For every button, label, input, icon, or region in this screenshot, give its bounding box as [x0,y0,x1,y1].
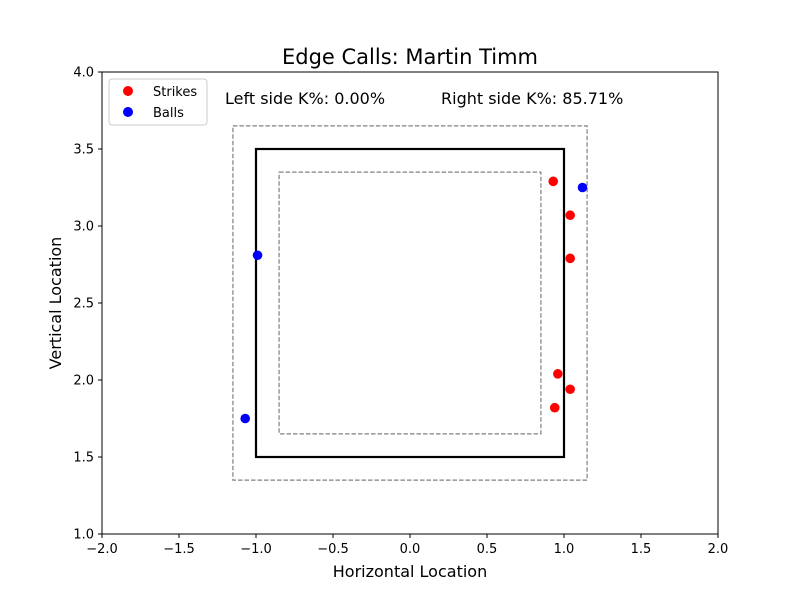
zones-layer [232,125,588,481]
y-tick-label-6: 4.0 [73,66,94,81]
inner-edge-zone [278,171,542,435]
x-axis-label: Horizontal Location [333,562,487,581]
x-tick-label-0: −2.0 [86,542,118,557]
left-side-k-annotation: Left side K%: 0.00% [225,89,385,108]
legend-marker-balls [123,107,133,117]
legend-box [108,78,208,126]
legend-label-balls: Balls [153,106,184,121]
x-axis: −2.0 −1.5 −1.0 −0.5 0.0 0.5 1.0 1.5 2.0 [86,534,728,557]
legend-marker-strikes [123,86,133,96]
balls-point-2 [240,413,251,424]
strikes-point-5 [549,402,560,413]
x-tick-label-4: 0.0 [400,542,421,557]
y-tick-label-0: 1.0 [73,528,94,543]
x-tick-label-8: 2.0 [708,542,729,557]
legend-label-strikes: Strikes [153,85,197,100]
x-tick-label-5: 0.5 [477,542,498,557]
legend: Strikes Balls [108,78,208,126]
y-axis-label: Vertical Location [46,237,65,370]
points-layer [240,176,588,424]
y-tick-label-1: 1.5 [73,451,94,466]
x-tick-label-2: −1.0 [240,542,272,557]
strikes-point-1 [565,210,575,221]
plot-area [102,72,718,534]
y-tick-label-2: 2.0 [73,374,94,389]
x-tick-label-7: 1.5 [631,542,652,557]
outer-edge-zone [232,125,588,481]
x-tick-label-3: −0.5 [317,542,349,557]
y-tick-label-5: 3.5 [73,143,94,158]
right-side-k-annotation: Right side K%: 85.71% [441,89,623,108]
x-tick-label-6: 1.0 [554,542,575,557]
chart-title: Edge Calls: Martin Timm [282,45,538,69]
balls-point-0 [577,182,588,193]
balls-point-1 [252,250,263,261]
y-tick-label-4: 3.0 [73,220,94,235]
y-axis: 1.0 1.5 2.0 2.5 3.0 3.5 4.0 [73,66,102,543]
strikes-point-4 [565,384,575,395]
strike-zone [254,147,566,459]
y-tick-label-3: 2.5 [73,297,94,312]
strikes-point-3 [553,369,563,379]
x-tick-label-1: −1.5 [163,542,195,557]
strikes-point-0 [548,176,559,187]
strikes-point-2 [565,253,575,264]
